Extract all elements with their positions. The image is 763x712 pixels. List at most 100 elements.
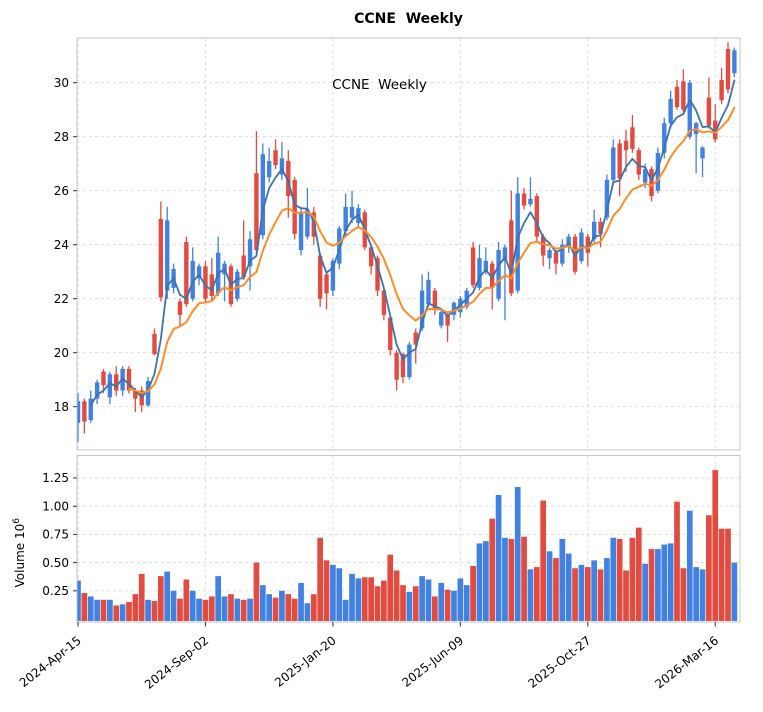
volume-bar <box>272 597 279 621</box>
candle-body <box>483 260 489 272</box>
volume-bar <box>189 590 196 621</box>
volume-bar <box>546 551 553 621</box>
candle-body <box>337 228 342 264</box>
candle-body <box>725 48 731 90</box>
candle-body <box>203 266 208 299</box>
candle-body <box>719 80 724 101</box>
candle-body <box>184 242 189 305</box>
volume-bar <box>374 586 381 621</box>
volume-bar <box>285 594 292 621</box>
candle-body <box>419 290 425 329</box>
candles <box>77 42 737 442</box>
date-tick-label: 2025-Jun-09 <box>399 633 466 690</box>
volume-bar <box>77 580 81 621</box>
price-tick-label: 30 <box>54 76 69 90</box>
price-tick-label: 22 <box>54 292 69 306</box>
volume-bar <box>438 582 445 621</box>
volume-bar <box>107 599 113 621</box>
candle-body <box>286 161 291 197</box>
candle-body <box>477 258 482 288</box>
candle-body <box>413 332 418 345</box>
volume-bar <box>387 554 394 621</box>
candle-body <box>177 301 183 315</box>
volume-bar <box>572 568 578 621</box>
candle-body <box>82 401 87 422</box>
price-tick-label: 24 <box>54 238 69 252</box>
candle-body <box>152 333 157 355</box>
volume-bar <box>266 594 273 621</box>
volume-bar <box>157 576 164 621</box>
volume-bar <box>355 578 362 621</box>
candle-body <box>591 221 597 240</box>
volume-bar <box>240 599 247 621</box>
candle-body <box>598 221 603 234</box>
candle-body <box>317 255 323 299</box>
volume-bar <box>680 568 687 621</box>
candle-body <box>305 209 310 237</box>
volume-bar <box>406 591 413 621</box>
volume-bar <box>342 599 349 621</box>
volume-bar <box>330 564 336 621</box>
candle-body <box>88 398 93 421</box>
candle-body <box>528 198 533 205</box>
volume-tick-label: 0.75 <box>42 528 69 542</box>
candle-body <box>343 206 348 232</box>
candle-body <box>196 266 202 279</box>
volume-bar <box>298 582 304 621</box>
candle-body <box>381 290 387 315</box>
volume-bar <box>533 567 540 621</box>
volume-tick-label: 1.00 <box>42 499 69 513</box>
volume-bar <box>183 579 190 621</box>
candle-body <box>388 317 393 350</box>
candle-body <box>521 193 527 206</box>
candle-body <box>375 258 380 291</box>
volume-bar <box>699 569 706 621</box>
candle-body <box>534 196 540 237</box>
candle-body <box>547 250 552 259</box>
volume-panel-border <box>76 455 741 623</box>
volume-bars <box>77 470 738 621</box>
volume-tick-label: 0.25 <box>42 584 69 598</box>
candle-body <box>566 236 571 248</box>
volume-bar <box>304 603 311 621</box>
candle-body <box>247 239 253 267</box>
volume-bar <box>349 573 355 621</box>
volume-bar <box>591 560 598 621</box>
candle-body <box>349 206 355 218</box>
volume-bar <box>247 598 253 621</box>
candle-body <box>324 274 329 294</box>
candle-body <box>681 81 686 110</box>
volume-bar <box>514 487 521 621</box>
price-panel-border <box>76 37 741 451</box>
candle-body <box>611 147 616 180</box>
volume-bar <box>451 590 457 621</box>
candle-body <box>630 127 635 149</box>
candle-body <box>126 368 132 391</box>
volume-bar <box>502 537 508 621</box>
volume-bar <box>718 528 725 621</box>
volume-bar <box>527 569 534 621</box>
candle-body <box>368 247 374 267</box>
volume-bar <box>610 537 617 621</box>
volume-bar <box>234 598 241 621</box>
candle-body <box>241 255 246 278</box>
volume-bar <box>661 544 668 621</box>
candle-body <box>101 371 106 386</box>
volume-bar <box>317 537 324 621</box>
price-tick-label: 28 <box>54 130 69 144</box>
candle-body <box>674 86 680 107</box>
candle-body <box>432 290 438 310</box>
volume-bar <box>94 599 100 621</box>
candle-body <box>292 179 297 234</box>
volume-bar <box>476 543 483 621</box>
volume-bar <box>648 549 655 621</box>
volume-bar <box>578 564 585 621</box>
candle-body <box>298 212 304 251</box>
candle-body <box>190 260 195 299</box>
candle-body <box>394 352 399 380</box>
candle-body <box>273 150 278 166</box>
volume-bar <box>291 598 298 621</box>
volume-bar <box>368 577 374 621</box>
candle-body <box>496 250 501 299</box>
